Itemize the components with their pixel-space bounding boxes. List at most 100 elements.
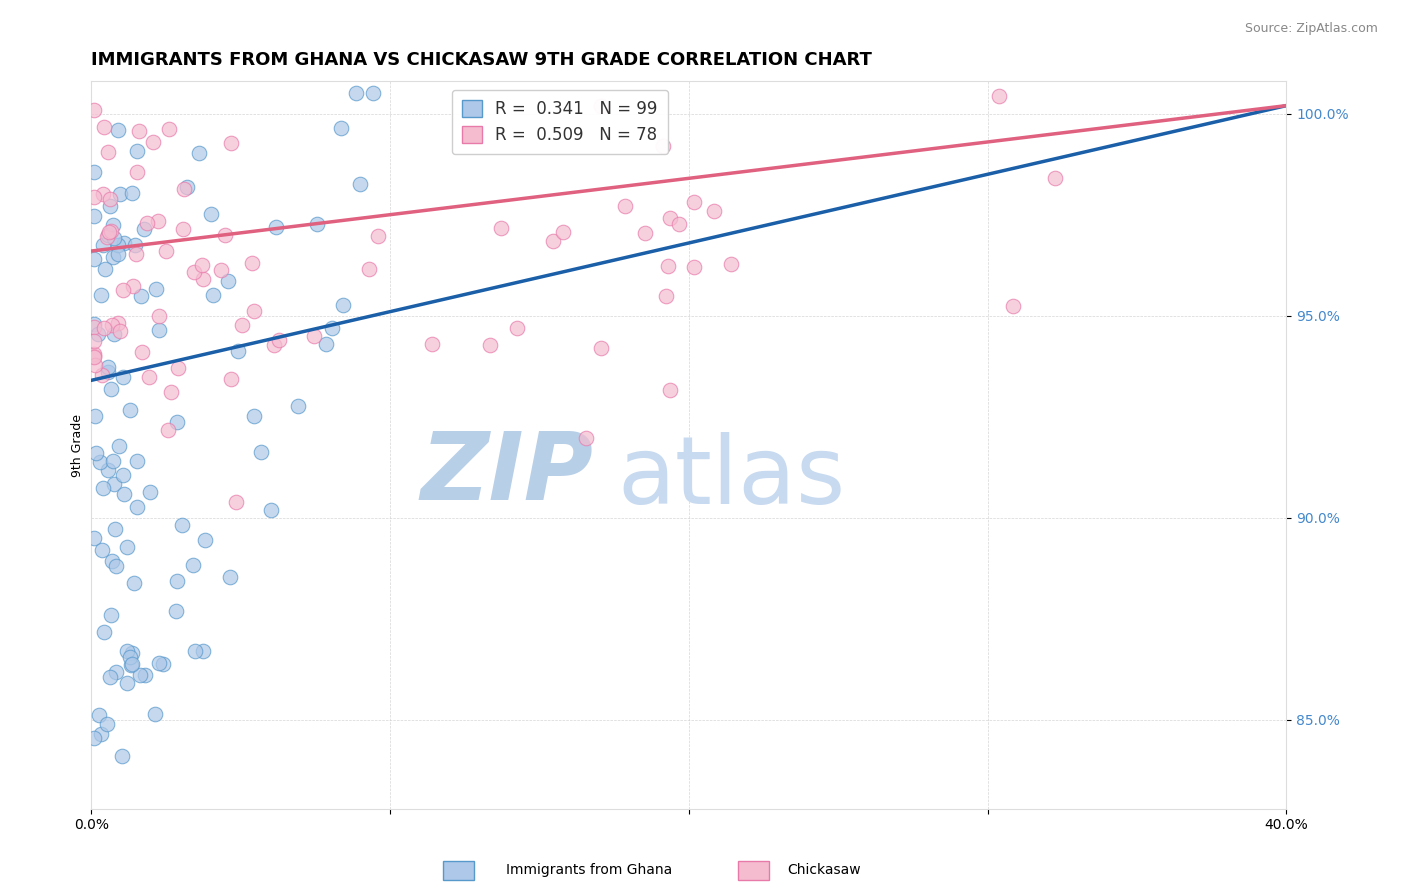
Point: [103, 231, 125, 245]
Point: [103, 327, 125, 342]
Point: [128, 124, 150, 138]
Point: [97, 360, 120, 375]
Point: [172, 222, 194, 236]
Point: [136, 216, 159, 230]
Point: [83, 731, 105, 746]
Point: [112, 284, 135, 298]
Point: [703, 203, 725, 218]
Point: [112, 370, 135, 384]
Point: [321, 320, 343, 334]
Point: [551, 225, 574, 239]
Point: [100, 608, 122, 623]
Point: [97, 226, 120, 240]
Point: [148, 309, 170, 323]
Point: [89, 455, 111, 469]
Point: [184, 644, 207, 658]
Point: [93, 120, 115, 135]
Point: [127, 500, 149, 514]
Point: [97, 145, 120, 160]
Point: [83, 359, 105, 373]
Point: [155, 244, 177, 259]
Point: [589, 99, 612, 113]
Point: [187, 146, 209, 161]
Text: atlas: atlas: [617, 432, 845, 524]
Point: [191, 258, 214, 272]
Point: [107, 238, 129, 252]
Point: [134, 668, 156, 682]
Point: [218, 570, 240, 584]
Point: [219, 136, 242, 150]
Point: [172, 517, 194, 532]
Point: [165, 604, 187, 618]
Point: [231, 318, 253, 333]
Point: [591, 341, 613, 355]
Point: [658, 211, 681, 225]
Point: [156, 423, 179, 437]
Point: [217, 274, 239, 288]
Point: [332, 297, 354, 311]
Point: [361, 87, 384, 101]
Point: [346, 87, 368, 101]
Point: [221, 372, 243, 386]
Point: [988, 89, 1011, 103]
Point: [305, 217, 328, 231]
Point: [107, 122, 129, 136]
Point: [121, 646, 143, 660]
Point: [83, 409, 105, 423]
Point: [120, 658, 142, 673]
Text: ZIP: ZIP: [420, 428, 593, 520]
Y-axis label: 9th Grade: 9th Grade: [72, 414, 84, 476]
Point: [1043, 171, 1066, 186]
Point: [659, 383, 682, 397]
Point: [83, 317, 105, 331]
Point: [330, 121, 353, 136]
Point: [166, 416, 188, 430]
Point: [96, 717, 118, 731]
Point: [83, 190, 105, 204]
Point: [148, 323, 170, 337]
Point: [83, 103, 105, 117]
Point: [98, 670, 121, 684]
Point: [267, 333, 290, 347]
Point: [359, 261, 381, 276]
Point: [194, 533, 217, 548]
Point: [83, 347, 105, 361]
Point: [97, 463, 120, 477]
Point: [98, 192, 121, 206]
Point: [107, 247, 129, 261]
Point: [148, 657, 170, 671]
Point: [652, 139, 675, 153]
Point: [83, 165, 105, 179]
Point: [91, 482, 114, 496]
Point: [489, 221, 512, 235]
Point: [146, 213, 169, 227]
Point: [83, 334, 105, 348]
Point: [93, 625, 115, 640]
Point: [315, 337, 337, 351]
Point: [657, 260, 679, 274]
Point: [103, 218, 125, 232]
Point: [142, 135, 165, 149]
Point: [115, 540, 138, 554]
Point: [249, 445, 271, 459]
Point: [214, 227, 236, 242]
Point: [1001, 299, 1024, 313]
Point: [117, 643, 139, 657]
Point: [260, 503, 283, 517]
Point: [166, 574, 188, 589]
Point: [541, 234, 564, 248]
Point: [183, 265, 205, 279]
Text: IMMIGRANTS FROM GHANA VS CHICKASAW 9TH GRADE CORRELATION CHART: IMMIGRANTS FROM GHANA VS CHICKASAW 9TH G…: [91, 51, 872, 69]
Point: [84, 445, 107, 459]
Point: [101, 250, 124, 264]
Point: [124, 238, 146, 252]
Point: [138, 485, 160, 500]
Point: [243, 409, 266, 423]
Point: [668, 217, 690, 231]
Point: [96, 365, 118, 379]
Point: [101, 318, 124, 332]
Point: [83, 531, 105, 545]
Point: [122, 575, 145, 590]
Point: [304, 329, 326, 343]
Text: Chickasaw: Chickasaw: [787, 863, 860, 877]
